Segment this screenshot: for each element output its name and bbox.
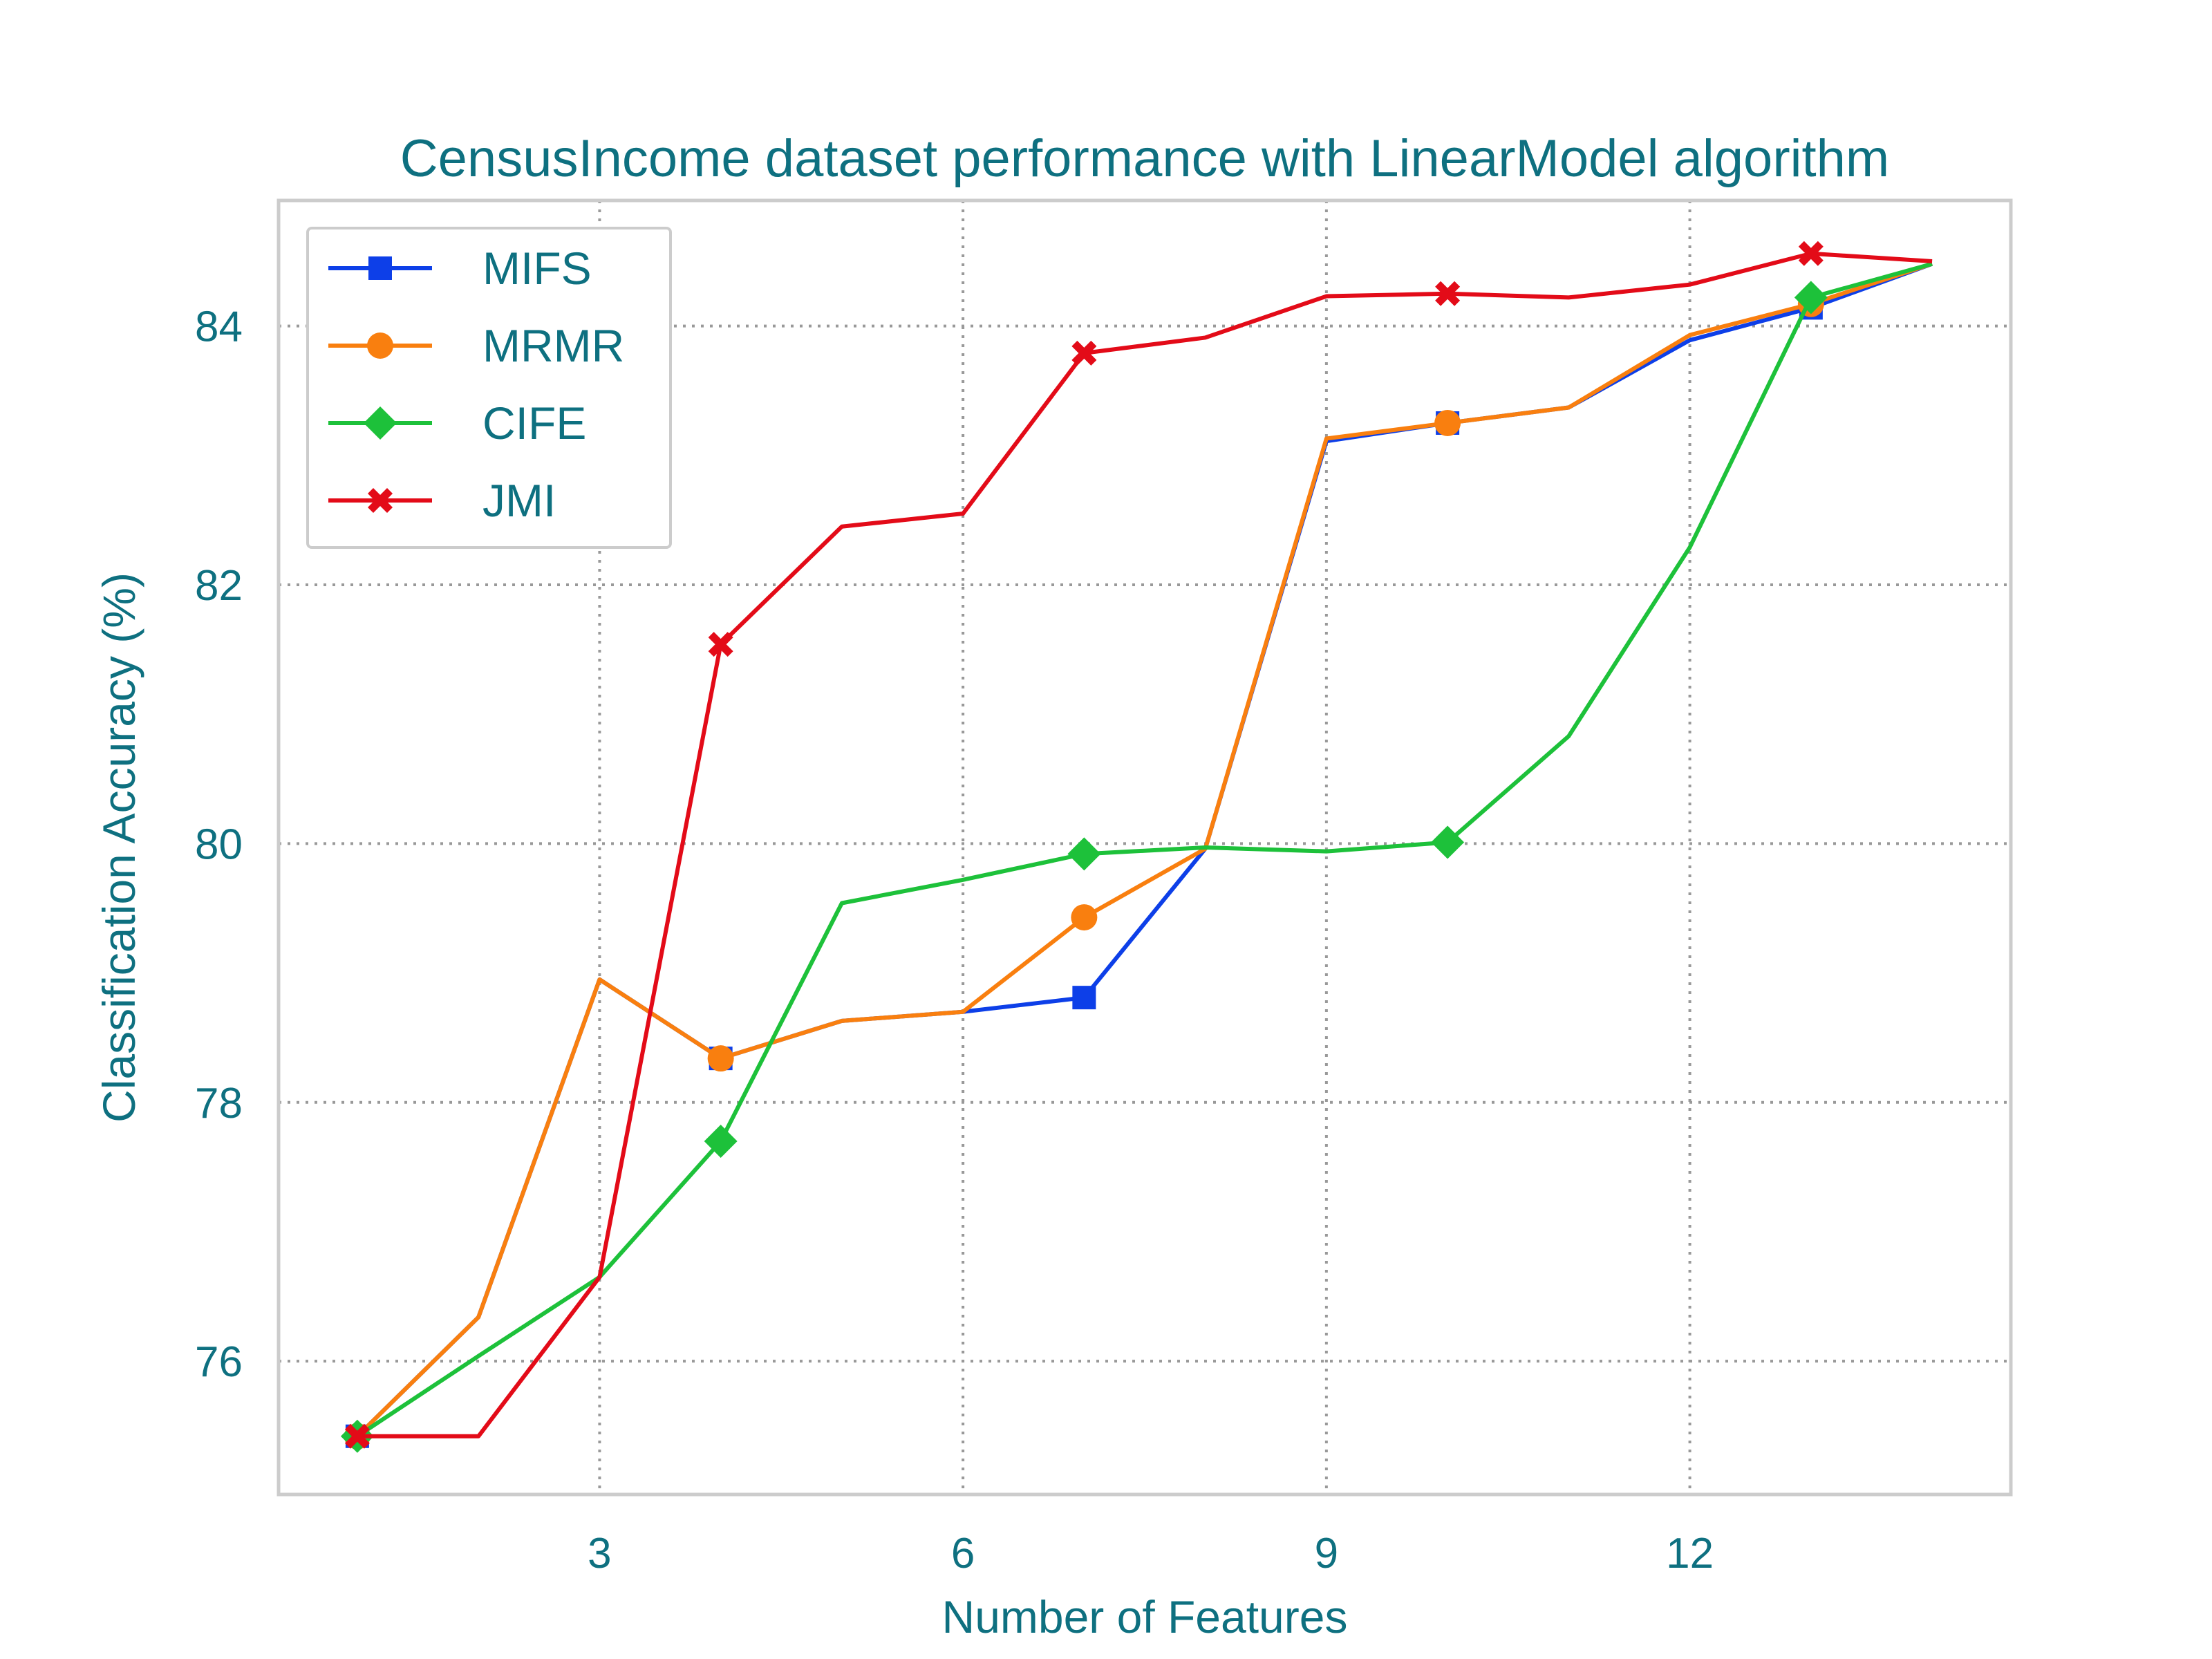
series-line-cife (356, 261, 1933, 1438)
series-line-mrmr (355, 261, 1933, 1438)
legend-marker-mrmr (367, 332, 393, 359)
legend-item-mifs: MIFS (328, 243, 592, 294)
data-point-jmi (1071, 340, 1097, 366)
data-point-cife (1794, 281, 1828, 315)
x-tick-label: 6 (951, 1530, 975, 1577)
y-tick-label: 84 (195, 303, 243, 351)
legend-marker-jmi (368, 488, 393, 513)
data-point-cife (1067, 837, 1101, 871)
legend-label-mifs: MIFS (482, 243, 592, 294)
data-point-mrmr (707, 1045, 734, 1072)
x-tick-label: 9 (1315, 1530, 1338, 1577)
series-lines (340, 241, 1933, 1453)
data-point-mrmr (1071, 904, 1098, 931)
x-axis-label: Number of Features (942, 1591, 1348, 1642)
legend: MIFS MRMR CIFE JMI (306, 227, 672, 549)
x-tick-label: 3 (588, 1530, 611, 1577)
series-line-jmi (357, 251, 1933, 1438)
data-point-jmi (1798, 241, 1824, 266)
plot-frame (276, 198, 2013, 1497)
tick-labels: 3 6 9 12 76 78 80 82 84 (195, 303, 1714, 1577)
data-point-jmi (344, 1423, 370, 1449)
y-tick-label: 82 (195, 562, 243, 610)
legend-label-jmi: JMI (482, 475, 556, 526)
legend-item-cife: CIFE (328, 397, 586, 449)
legend-label-mrmr: MRMR (482, 320, 624, 371)
data-point-mrmr (1434, 409, 1461, 436)
legend-marker-cife (364, 406, 397, 440)
y-tick-label: 80 (195, 821, 243, 868)
y-tick-label: 76 (195, 1338, 243, 1386)
legend-marker-mifs (368, 256, 392, 280)
legend-item-mrmr: MRMR (328, 320, 624, 371)
x-tick-label: 12 (1666, 1530, 1714, 1577)
legend-box (306, 227, 672, 549)
series-jmi (344, 241, 1933, 1449)
data-point-cife (704, 1124, 738, 1158)
chart-title: CensusIncome dataset performance with Li… (400, 129, 1889, 188)
data-point-cife (1431, 825, 1465, 859)
data-point-mifs (1072, 986, 1096, 1010)
y-tick-label: 78 (195, 1080, 243, 1127)
legend-label-cife: CIFE (482, 397, 586, 449)
data-point-jmi (1435, 281, 1461, 306)
y-axis-label: Classification Accuracy (%) (93, 572, 144, 1123)
legend-item-jmi: JMI (328, 475, 556, 526)
data-point-jmi (708, 632, 733, 657)
